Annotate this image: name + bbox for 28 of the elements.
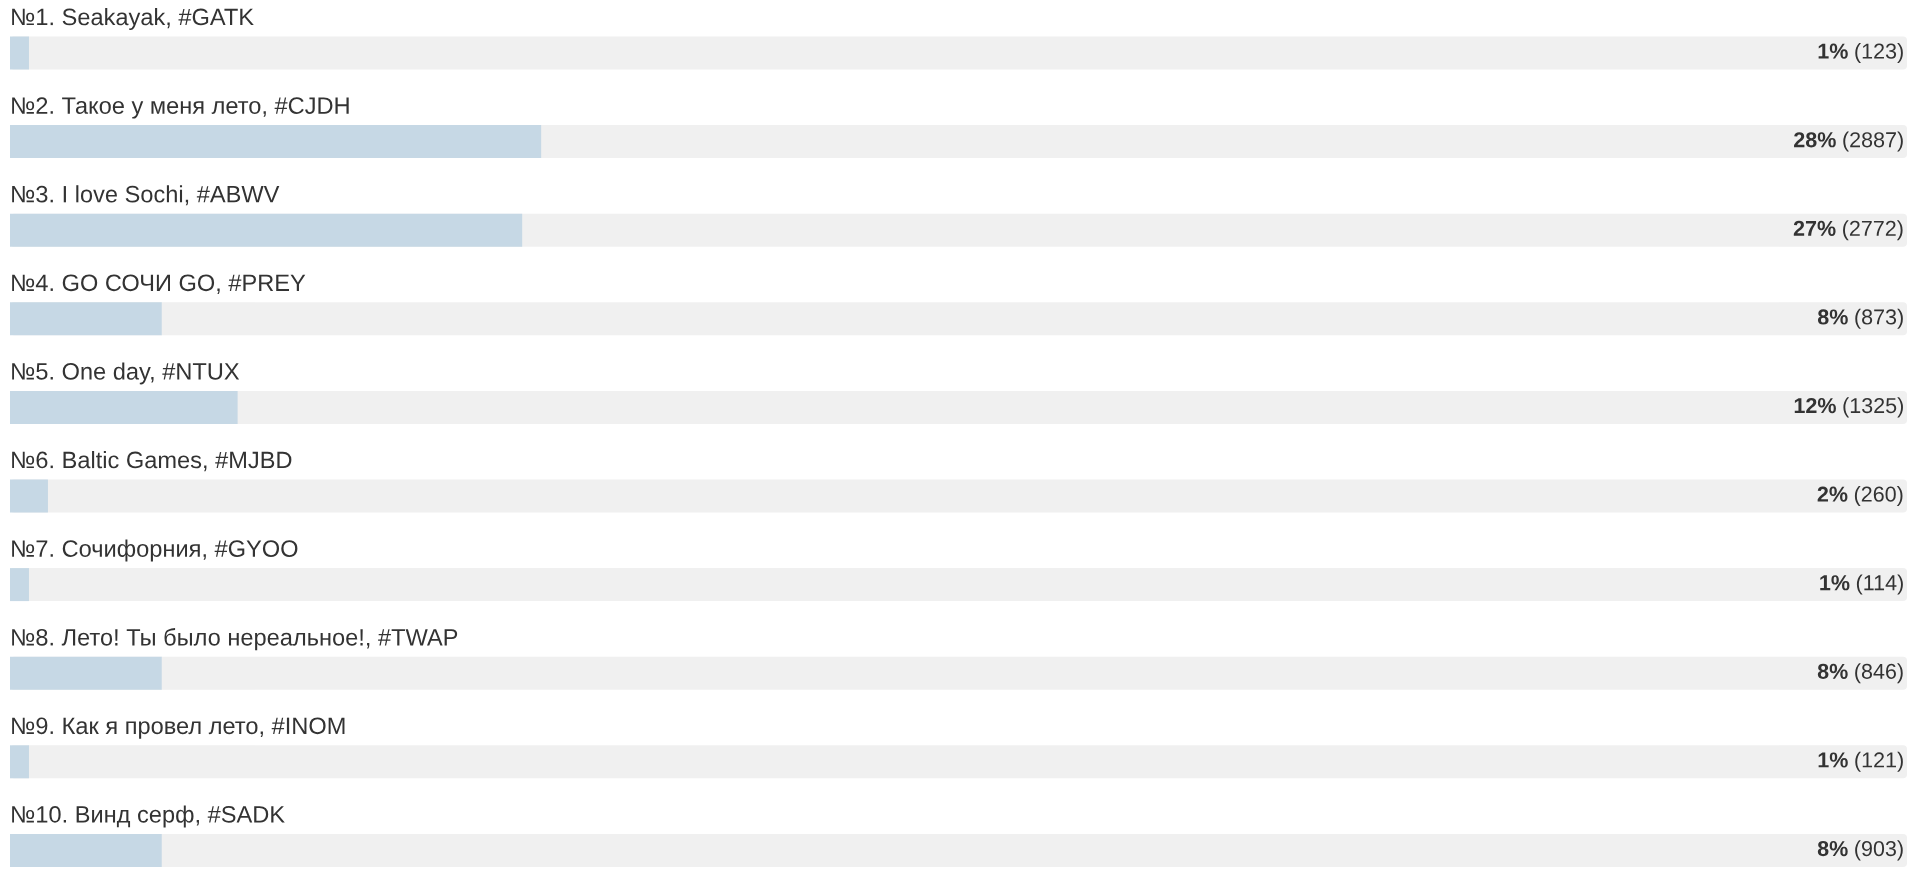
- y-tick-label: №1. Seakayak, #GATK: [12, 8, 254, 31]
- y-tick-label: №3. I love Sochi, #ABWV: [12, 185, 280, 206]
- data-label: 1% (114): [1820, 574, 1903, 595]
- data-label: 2% (260): [1817, 485, 1903, 507]
- y-tick-label: №8. Лето! Ты было нереальное!, #TWAP: [12, 628, 458, 651]
- data-label: 28% (2887): [1794, 131, 1903, 152]
- data-label: 8% (873): [1817, 308, 1903, 329]
- data-label: 1% (121): [1818, 751, 1903, 772]
- data-label: 12% (1325): [1794, 397, 1903, 418]
- y-tick-label: №7. Сочифорния, #GYOO: [12, 539, 298, 562]
- y-tick-label: №5. One day, #NTUX: [12, 362, 240, 385]
- bar: [10, 568, 29, 602]
- data-label: 1% (123): [1818, 42, 1903, 64]
- data-label: 8% (846): [1817, 663, 1903, 684]
- bar: [10, 302, 162, 336]
- bar: [10, 745, 29, 779]
- data-label: 27% (2772): [1793, 220, 1903, 241]
- data-label: 8% (903): [1817, 840, 1903, 861]
- y-tick-label: №4. GO СОЧИ GO, #PREY: [12, 274, 306, 294]
- bar: [10, 479, 48, 513]
- y-tick-label: №6. Baltic Games, #MJBD: [12, 451, 292, 472]
- bar: [10, 390, 238, 424]
- y-tick-label: №9. Как я провел лето, #INOM: [12, 717, 345, 739]
- bar: [10, 656, 162, 690]
- y-tick-label: №2. Такое у меня лето, #CJDH: [12, 97, 349, 119]
- y-tick-label: №10. Винд серф, #SADK: [12, 805, 285, 828]
- bar: [10, 36, 29, 70]
- bar: [10, 833, 162, 867]
